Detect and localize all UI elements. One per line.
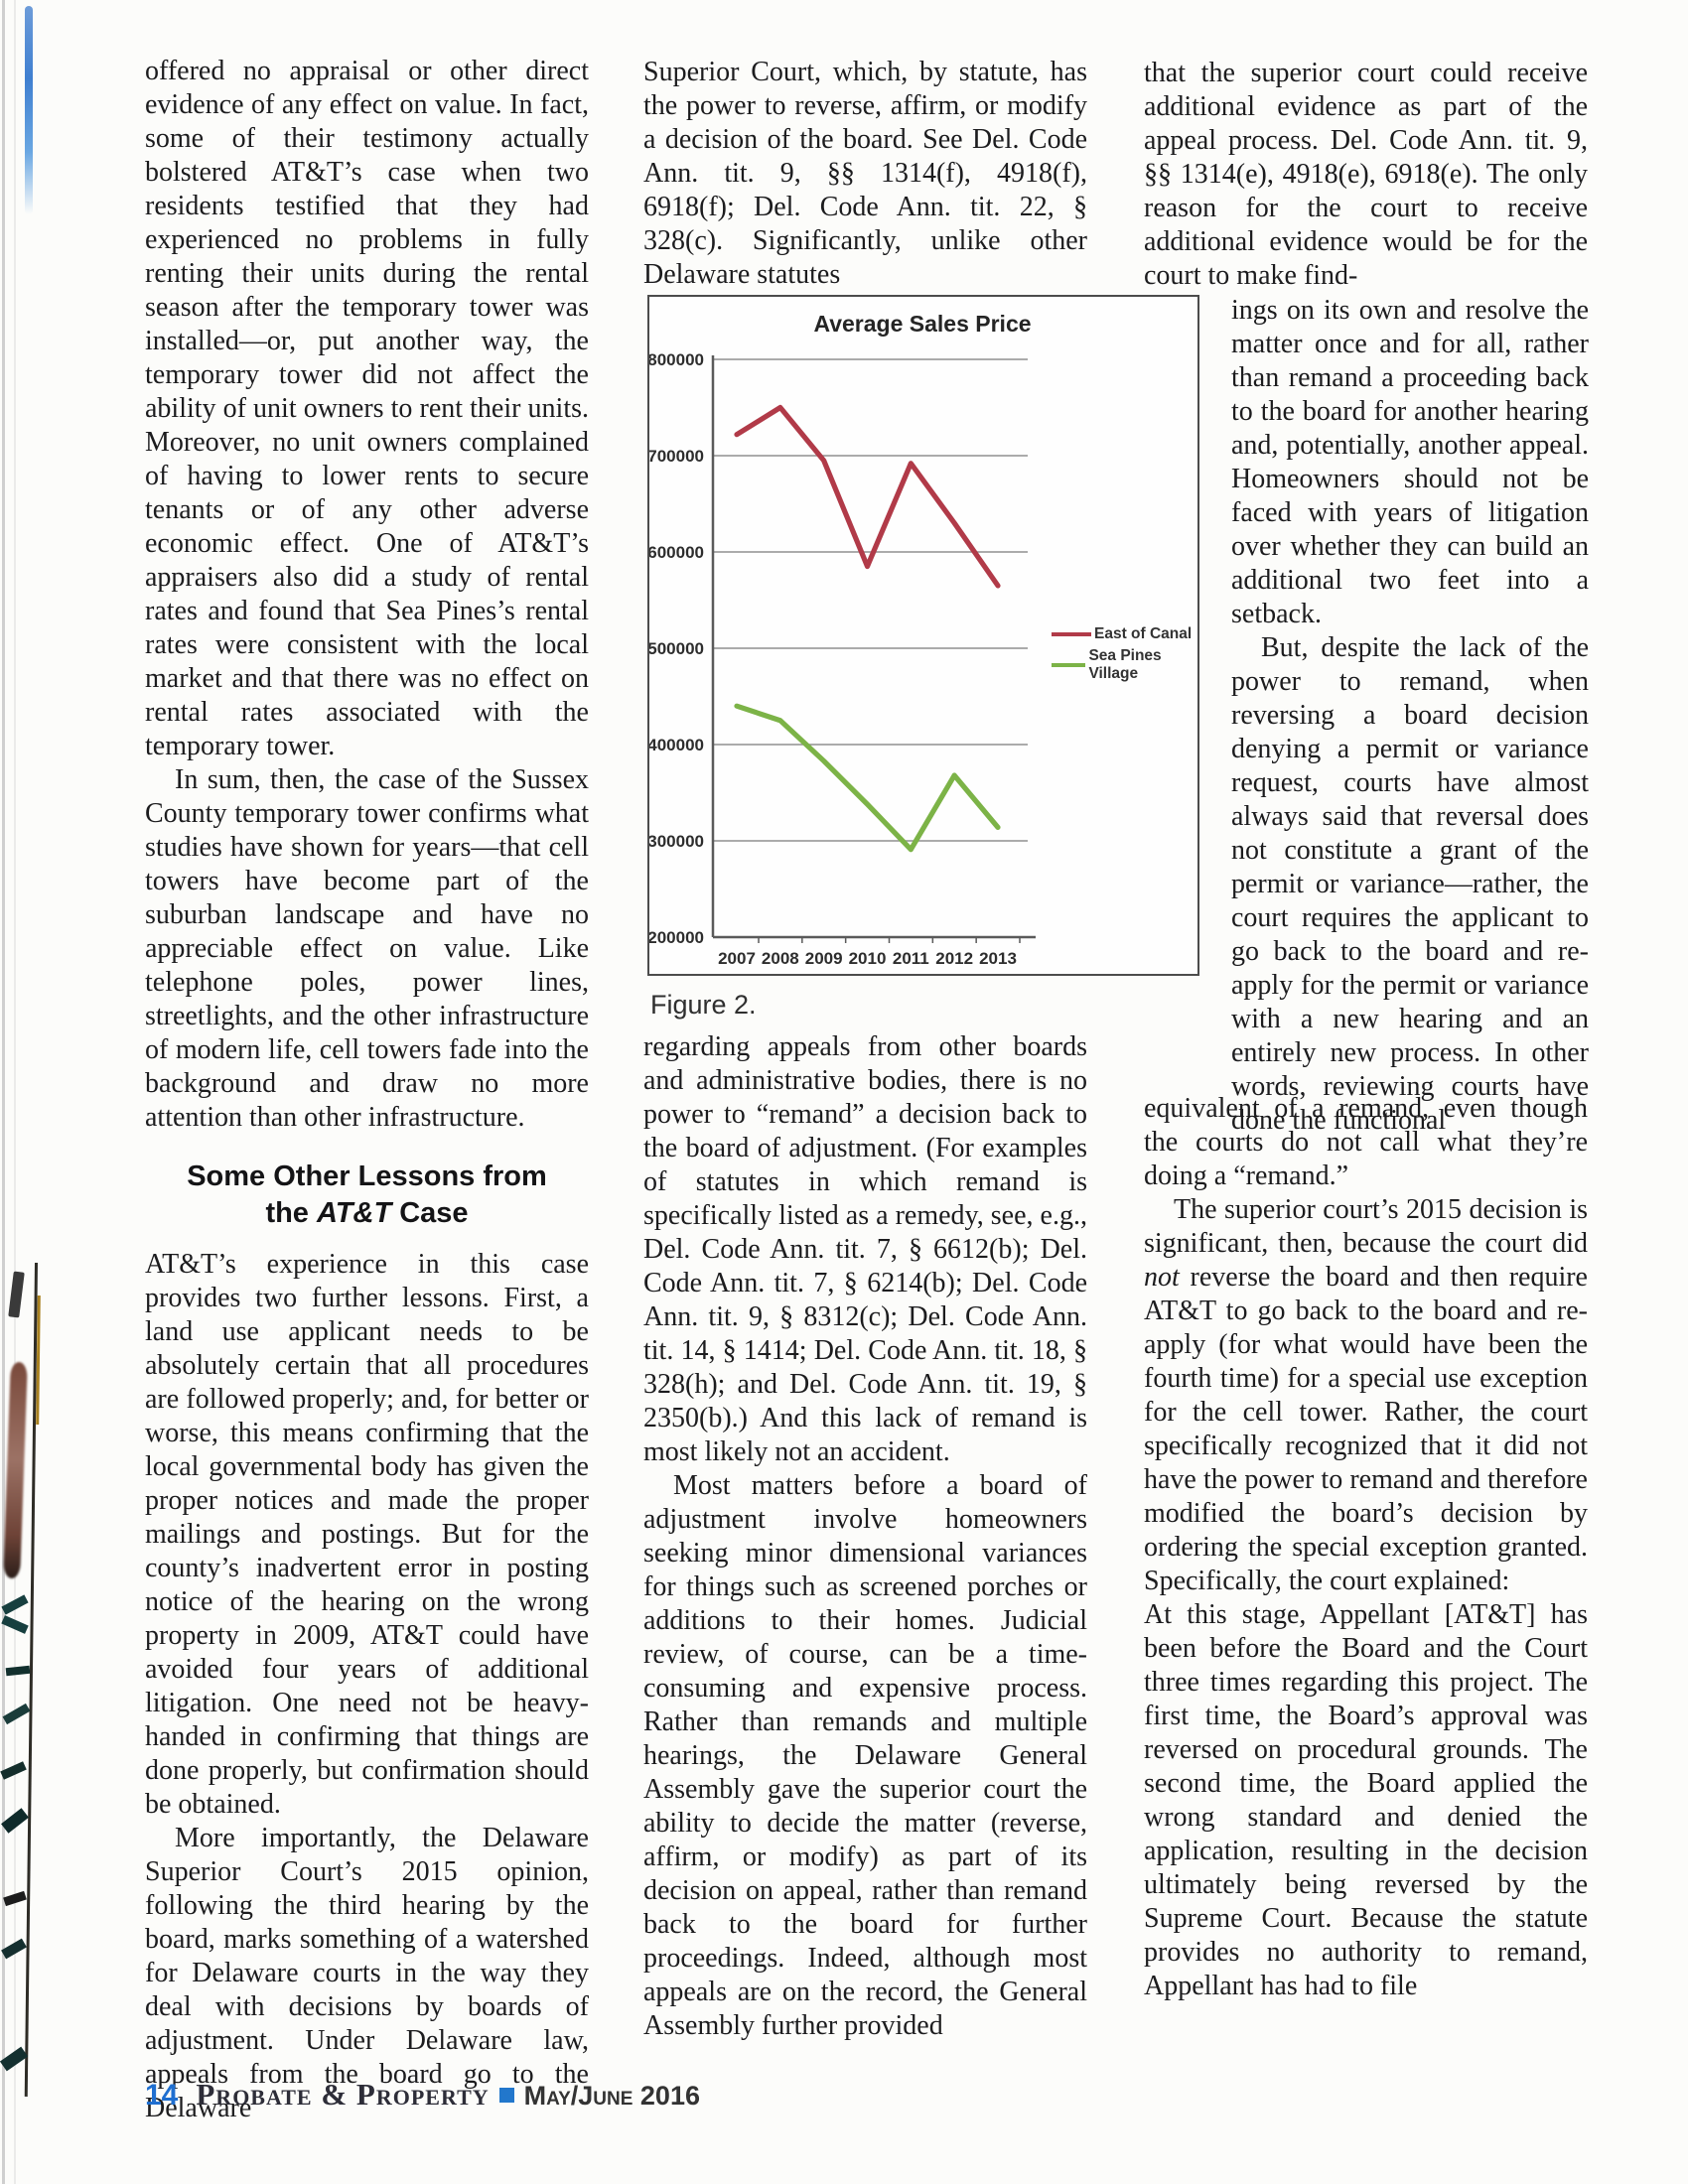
x-tick-label: 2012 <box>935 949 973 968</box>
magazine-title: Probate & Property <box>196 2077 490 2112</box>
scan-teal-mark <box>2 1703 31 1725</box>
scan-teal-mark <box>1 1615 29 1634</box>
column-middle-top: Superior Court, which, by statute, has t… <box>643 56 1087 292</box>
paragraph: More importantly, the Delaware Superior … <box>145 1823 589 2123</box>
column-right-bottom: equivalent of a remand, even though the … <box>1144 1092 1588 2003</box>
issue-date: May/June 2016 <box>523 2081 700 2111</box>
scan-teal-mark <box>1 1808 29 1834</box>
chart-title: Average Sales Price <box>813 311 1032 337</box>
scan-teal-mark <box>5 1665 31 1677</box>
x-tick-label: 2013 <box>979 949 1017 968</box>
paragraph: The superior court’s 2015 decision is si… <box>1144 1194 1588 1596</box>
legend-swatch-icon <box>1052 662 1086 667</box>
paragraph: AT&T’s experience in this case provides … <box>145 1249 589 1820</box>
x-tick-label: 2011 <box>893 949 929 968</box>
scan-teal-mark <box>1 1938 27 1960</box>
block-quote: At this stage, Appellant [AT&T] has been… <box>1144 1599 1588 2001</box>
paragraph: offered no appraisal or other direct evi… <box>145 56 589 761</box>
y-tick-label: 400000 <box>649 736 704 754</box>
heading-line2: the AT&T Case <box>265 1197 469 1229</box>
scan-teal-mark <box>0 1761 27 1780</box>
paragraph: regarding appeals from other boards and … <box>643 1031 1087 1467</box>
paragraph: ings on its own and resolve the matter o… <box>1231 295 1589 629</box>
x-tick-label: 2008 <box>762 949 799 968</box>
paragraph: Superior Court, which, by statute, has t… <box>643 57 1087 290</box>
legend-item: Sea Pines Village <box>1052 646 1197 682</box>
bullet-square-icon <box>498 2087 514 2103</box>
y-tick-label: 600000 <box>649 543 704 562</box>
scan-dark-line <box>24 1263 38 2097</box>
legend-label: Sea Pines Village <box>1088 646 1162 682</box>
scan-edge-line <box>14 0 16 2184</box>
series-line-sea-pines-village <box>734 703 1001 853</box>
column-right-wrap: ings on its own and resolve the matter o… <box>1231 294 1589 1138</box>
y-tick-label: 500000 <box>649 639 704 658</box>
page-number: 14 <box>145 2079 179 2112</box>
chart-legend: East of Canal Sea Pines Village <box>1052 618 1197 682</box>
x-tick-label: 2009 <box>805 949 843 968</box>
y-tick-label: 700000 <box>649 447 704 466</box>
heading-line1: Some Other Lessons from <box>187 1160 547 1192</box>
scan-orange-segment <box>36 1295 41 1426</box>
legend-item: East of Canal <box>1052 618 1197 649</box>
scan-brown-smudge <box>3 1361 28 1579</box>
y-tick-label: 200000 <box>649 928 704 947</box>
section-heading: Some Other Lessons from the AT&T Case <box>145 1159 589 1232</box>
scan-blue-streak <box>25 6 33 214</box>
y-tick-label: 800000 <box>649 350 704 369</box>
x-tick-label: 2010 <box>849 949 887 968</box>
column-middle-bottom: regarding appeals from other boards and … <box>643 1030 1087 2043</box>
emphasis: not <box>1144 1262 1180 1293</box>
paragraph: But, despite the lack of the power to re… <box>1231 632 1589 1136</box>
scan-teal-mark <box>0 2046 29 2072</box>
series-line-east-of-canal <box>734 404 1001 589</box>
scan-dark-mark <box>3 1890 27 1907</box>
y-tick-label: 300000 <box>649 832 704 851</box>
column-left: offered no appraisal or other direct evi… <box>145 55 589 2125</box>
legend-swatch-icon <box>1052 631 1091 636</box>
scan-dark-mark <box>8 1271 25 1318</box>
paragraph: In sum, then, the case of the Sussex Cou… <box>145 764 589 1133</box>
paragraph: Most matters before a board of adjustmen… <box>643 1470 1087 2041</box>
column-right-top: that the superior court could receive ad… <box>1144 57 1588 293</box>
paragraph: that the superior court could receive ad… <box>1144 58 1588 291</box>
paragraph: equivalent of a remand, even though the … <box>1144 1093 1588 1191</box>
scan-edge-line <box>2 0 5 2184</box>
legend-label: East of Canal <box>1094 624 1193 642</box>
average-sales-price-chart: Average Sales Price 800000 700000 600000 50… <box>647 295 1199 976</box>
figure-caption: Figure 2. <box>650 990 757 1020</box>
scan-teal-mark <box>1 1594 29 1615</box>
chart-plot-area: 800000 700000 600000 500000 400000 300000 2000… <box>649 350 1036 968</box>
page-footer: 14 Probate & Property May/June 2016 <box>145 2077 700 2113</box>
x-tick-label: 2007 <box>718 949 756 968</box>
